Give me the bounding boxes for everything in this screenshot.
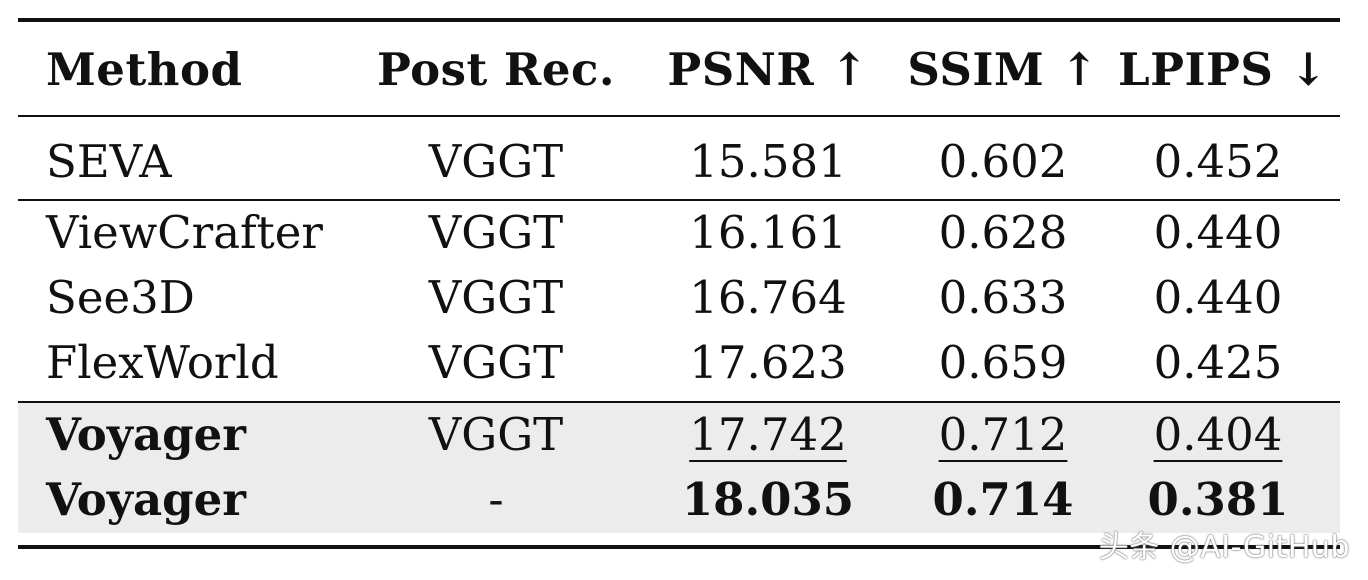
cell-lpips: 0.425: [1153, 336, 1283, 389]
top-rule: [18, 18, 1340, 22]
cell-psnr: 17.742: [689, 408, 847, 461]
cell-psnr: 18.035: [681, 473, 855, 526]
cell-ssim: 0.628: [938, 206, 1068, 259]
cell-psnr: 15.581: [689, 135, 847, 188]
cell-ssim: 0.633: [938, 271, 1068, 324]
cell-lpips: 0.440: [1153, 271, 1283, 324]
cell-method: Voyager: [46, 408, 246, 461]
bottom-rule: [18, 545, 1340, 549]
cell-ssim: 0.602: [938, 135, 1068, 188]
cell-ssim: 0.659: [938, 336, 1068, 389]
cell-psnr: 17.623: [689, 336, 847, 389]
header-ssim: SSIM ↑: [907, 43, 1099, 96]
results-table: Method Post Rec. PSNR ↑ SSIM ↑ LPIPS ↓ S…: [18, 0, 1340, 580]
watermark-text: 头条 @AI-GitHub: [1098, 530, 1350, 565]
cell-ssim: 0.712: [938, 408, 1068, 461]
cell-lpips: 0.404: [1153, 408, 1283, 461]
group-rule: [18, 199, 1340, 201]
cell-post-rec: -: [488, 473, 504, 526]
cell-psnr: 16.161: [689, 206, 847, 259]
cell-post-rec: VGGT: [428, 271, 564, 324]
ours-highlight: [18, 403, 1340, 533]
header-lpips: LPIPS ↓: [1118, 43, 1328, 96]
cell-method: ViewCrafter: [46, 206, 323, 259]
cell-post-rec: VGGT: [428, 206, 564, 259]
header-post-rec: Post Rec.: [376, 43, 616, 96]
header-method: Method: [46, 43, 243, 96]
cell-method: SEVA: [46, 135, 172, 188]
cell-ssim: 0.714: [932, 473, 1074, 526]
cell-method: FlexWorld: [46, 336, 279, 389]
header-rule: [18, 115, 1340, 117]
cell-post-rec: VGGT: [428, 408, 564, 461]
header-psnr: PSNR ↑: [667, 43, 869, 96]
cell-post-rec: VGGT: [428, 135, 564, 188]
cell-lpips: 0.452: [1153, 135, 1283, 188]
cell-post-rec: VGGT: [428, 336, 564, 389]
cell-method: Voyager: [46, 473, 246, 526]
cell-lpips: 0.440: [1153, 206, 1283, 259]
cell-method: See3D: [46, 271, 195, 324]
ours-rule: [18, 401, 1340, 403]
cell-lpips: 0.381: [1147, 473, 1289, 526]
cell-psnr: 16.764: [689, 271, 847, 324]
